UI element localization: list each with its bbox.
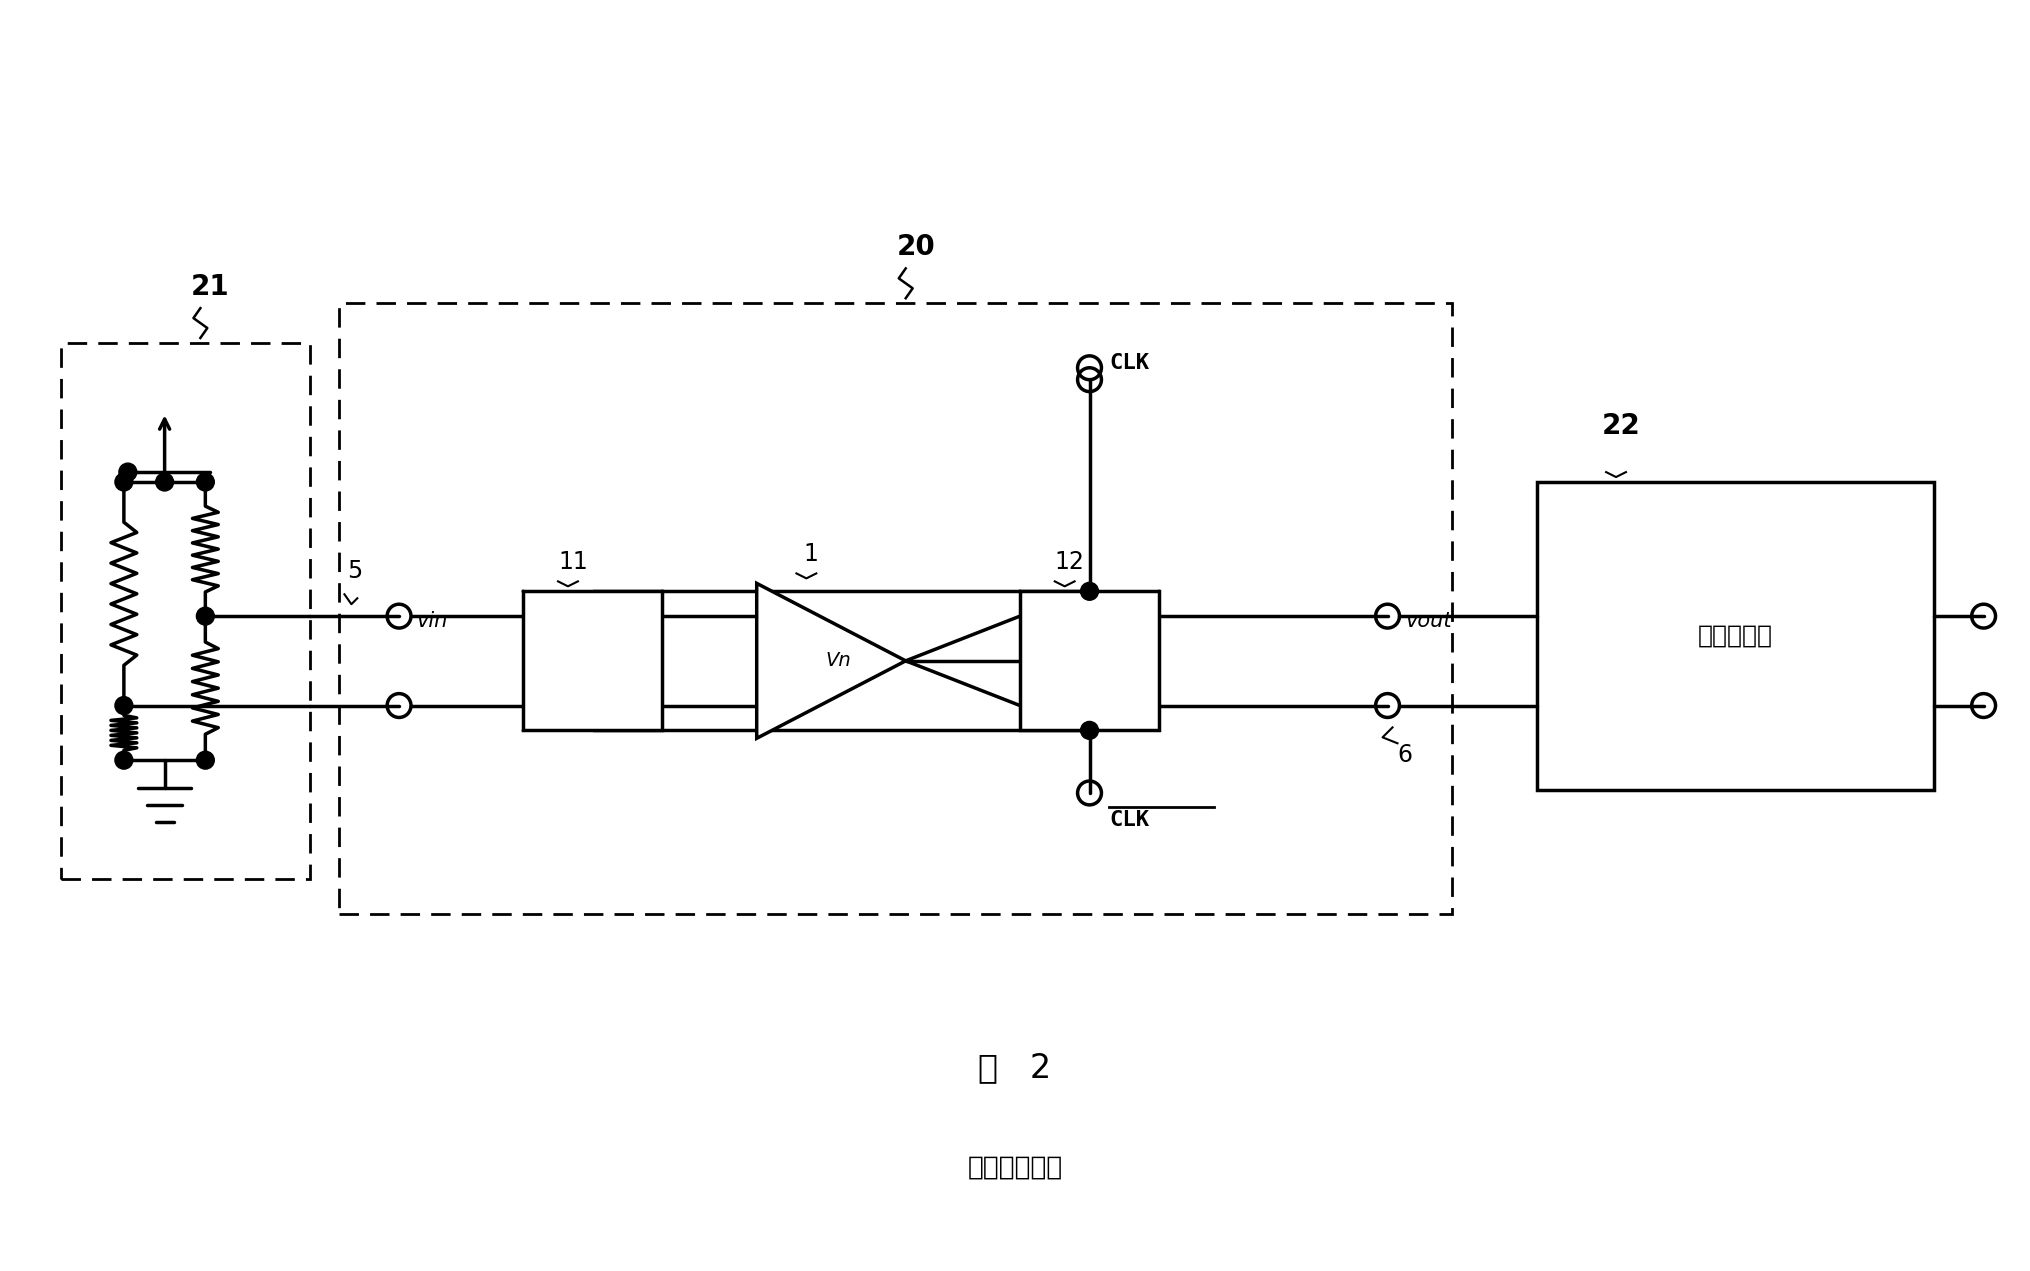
Text: 5: 5 — [347, 559, 361, 583]
Text: CLK: CLK — [1108, 353, 1149, 372]
Bar — [1019, 591, 1159, 731]
Text: 21: 21 — [191, 273, 229, 301]
Text: 22: 22 — [1602, 412, 1640, 440]
Circle shape — [197, 751, 215, 769]
Text: 低通滤波器: 低通滤波器 — [1697, 624, 1772, 648]
Text: vin: vin — [416, 611, 449, 632]
Text: （现有技术）: （现有技术） — [966, 1154, 1062, 1181]
Circle shape — [116, 473, 132, 491]
Text: 1: 1 — [804, 543, 818, 567]
Bar — [339, 304, 1451, 914]
Circle shape — [116, 751, 132, 769]
Text: Vn: Vn — [826, 651, 851, 670]
Circle shape — [120, 463, 136, 480]
Circle shape — [156, 473, 173, 491]
Circle shape — [197, 608, 215, 625]
Text: vout: vout — [1405, 611, 1451, 632]
Bar — [61, 343, 309, 880]
Text: CLK: CLK — [1108, 810, 1149, 830]
Text: 12: 12 — [1054, 550, 1084, 574]
Polygon shape — [757, 583, 905, 738]
Text: 11: 11 — [558, 550, 587, 574]
Circle shape — [1080, 582, 1098, 600]
Text: 20: 20 — [895, 234, 934, 262]
Circle shape — [116, 697, 132, 714]
Bar — [1537, 482, 1933, 791]
Circle shape — [1080, 722, 1098, 740]
Text: 6: 6 — [1397, 744, 1411, 768]
Text: 图   2: 图 2 — [978, 1051, 1052, 1084]
Circle shape — [197, 473, 215, 491]
Bar — [524, 591, 662, 731]
